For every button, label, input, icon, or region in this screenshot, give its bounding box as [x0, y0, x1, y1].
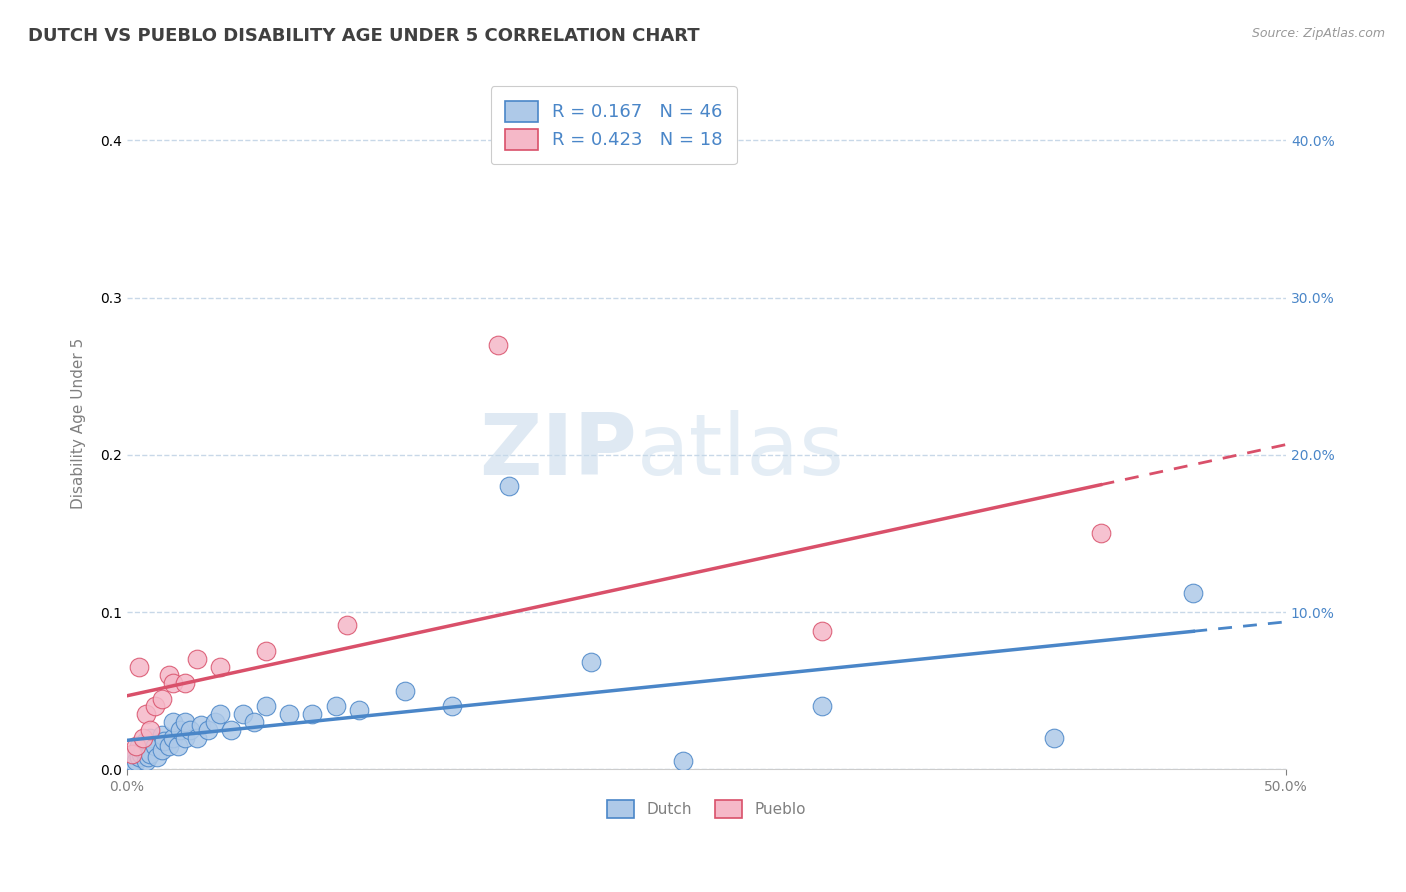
Point — [135, 734, 157, 748]
Point — [254, 644, 277, 658]
Point — [301, 707, 323, 722]
Point — [135, 707, 157, 722]
Point — [146, 749, 169, 764]
Point — [278, 707, 301, 722]
Point — [143, 739, 166, 753]
Point — [121, 747, 143, 761]
Point — [197, 723, 219, 737]
Y-axis label: Disability Age Under 5: Disability Age Under 5 — [72, 338, 86, 509]
Point — [128, 660, 150, 674]
Point — [169, 723, 191, 737]
Point — [254, 699, 277, 714]
Point — [157, 739, 180, 753]
Point — [394, 683, 416, 698]
Point — [179, 723, 201, 737]
Point — [128, 739, 150, 753]
Text: DUTCH VS PUEBLO DISABILITY AGE UNDER 5 CORRELATION CHART: DUTCH VS PUEBLO DISABILITY AGE UNDER 5 C… — [28, 27, 700, 45]
Point — [162, 731, 184, 745]
Point — [174, 675, 197, 690]
Point — [204, 715, 226, 730]
Point — [136, 749, 159, 764]
Point — [232, 707, 254, 722]
Point — [174, 731, 197, 745]
Point — [139, 723, 162, 737]
Point — [167, 739, 190, 753]
Point — [325, 699, 347, 714]
Point — [128, 749, 150, 764]
Point — [208, 707, 231, 722]
Point — [208, 660, 231, 674]
Point — [129, 747, 152, 761]
Text: atlas: atlas — [637, 409, 845, 492]
Point — [440, 699, 463, 714]
Point — [186, 652, 208, 666]
Point — [1043, 731, 1066, 745]
Point — [150, 728, 173, 742]
Text: ZIP: ZIP — [479, 409, 637, 492]
Point — [174, 715, 197, 730]
Point — [811, 699, 834, 714]
Point — [125, 755, 148, 769]
Point — [190, 718, 212, 732]
Point — [153, 734, 176, 748]
Point — [162, 675, 184, 690]
Point — [132, 731, 155, 745]
Point — [125, 739, 148, 753]
Point — [347, 702, 370, 716]
Point — [139, 747, 162, 761]
Point — [672, 755, 695, 769]
Point — [122, 747, 145, 761]
Point — [162, 715, 184, 730]
Point — [336, 617, 359, 632]
Point — [150, 743, 173, 757]
Point — [157, 668, 180, 682]
Point — [135, 755, 157, 769]
Point — [143, 699, 166, 714]
Point — [139, 731, 162, 745]
Point — [1182, 586, 1205, 600]
Point — [150, 691, 173, 706]
Text: Source: ZipAtlas.com: Source: ZipAtlas.com — [1251, 27, 1385, 40]
Point — [186, 731, 208, 745]
Legend: Dutch, Pueblo: Dutch, Pueblo — [600, 794, 813, 824]
Point — [1090, 526, 1112, 541]
Point — [221, 723, 243, 737]
Point — [811, 624, 834, 638]
Point — [132, 743, 155, 757]
Point — [498, 479, 520, 493]
Point — [486, 337, 509, 351]
Point — [121, 755, 143, 769]
Point — [579, 656, 602, 670]
Point — [243, 715, 266, 730]
